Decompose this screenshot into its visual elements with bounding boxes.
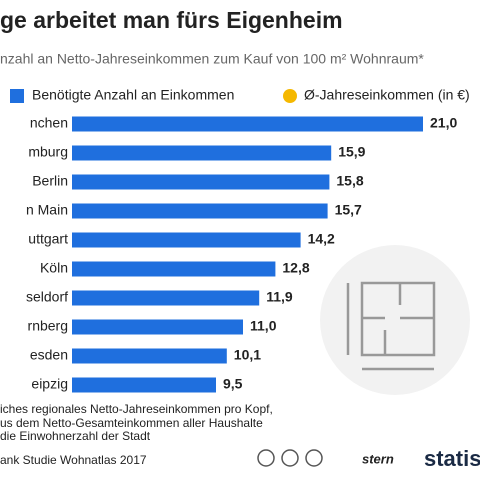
logo: statist	[424, 446, 480, 471]
bar	[72, 145, 332, 161]
legend-swatch	[283, 89, 297, 103]
footnote: iches regionales Netto-Jahreseinkommen p…	[0, 402, 273, 416]
value-label: 15,7	[335, 202, 362, 218]
bar	[72, 174, 330, 190]
value-label: 15,9	[338, 144, 365, 160]
bar	[72, 203, 328, 219]
bar	[72, 377, 216, 393]
legend-label: Benötigte Anzahl an Einkommen	[32, 87, 234, 103]
value-label: 9,5	[223, 376, 243, 392]
value-label: 14,2	[308, 231, 335, 247]
value-label: 11,0	[250, 318, 277, 334]
y-tick-label: seldorf	[26, 289, 68, 305]
footnote: die Einwohnerzahl der Stadt	[0, 429, 151, 443]
y-tick-label: esden	[30, 347, 68, 363]
y-tick-label: uttgart	[28, 231, 68, 247]
legend-swatch	[10, 89, 24, 103]
y-tick-label: Köln	[40, 260, 68, 276]
footnote: us dem Netto-Gesamteinkommen aller Haush…	[0, 416, 263, 430]
floorplan-icon	[320, 245, 470, 395]
logo: stern	[362, 451, 394, 466]
value-label: 12,8	[282, 260, 309, 276]
source: ank Studie Wohnatlas 2017	[0, 453, 147, 467]
bar	[72, 232, 301, 248]
bar	[72, 290, 260, 306]
value-label: 11,9	[266, 289, 293, 305]
y-tick-label: n Main	[26, 202, 68, 218]
bar	[72, 348, 227, 364]
bar	[72, 261, 276, 277]
legend-label: Ø-Jahreseinkommen (in €)	[304, 87, 470, 103]
value-label: 15,8	[336, 173, 363, 189]
chart-subtitle: nzahl an Netto-Jahreseinkommen zum Kauf …	[0, 51, 424, 67]
y-tick-label: Berlin	[32, 173, 68, 189]
value-label: 21,0	[430, 115, 457, 131]
chart-title: ge arbeitet man fürs Eigenheim	[0, 7, 343, 33]
y-tick-label: mburg	[28, 144, 68, 160]
value-label: 10,1	[234, 347, 261, 363]
y-tick-label: nchen	[30, 115, 68, 131]
bar	[72, 319, 243, 335]
y-tick-label: eipzig	[31, 376, 68, 392]
license-icons	[257, 449, 323, 467]
bar	[72, 116, 423, 132]
y-tick-label: rnberg	[28, 318, 68, 334]
